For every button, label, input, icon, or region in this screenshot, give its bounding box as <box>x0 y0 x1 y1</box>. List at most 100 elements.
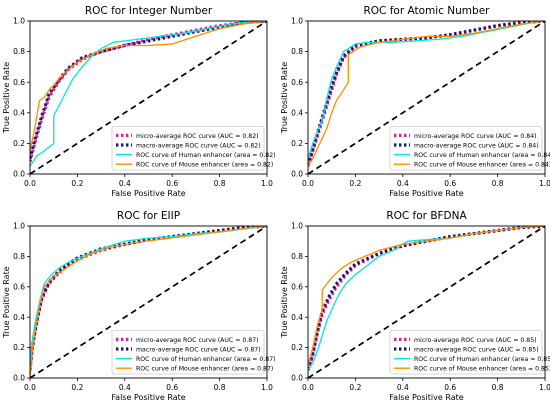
x-tick-label: 0.4 <box>397 383 409 392</box>
y-tick-label: 0.4 <box>291 108 303 117</box>
legend-label: ROC curve of Human enhancer (area = 0.87… <box>136 356 276 363</box>
roc-curve-series-2 <box>308 21 545 166</box>
y-tick-label: 1.0 <box>291 222 303 231</box>
y-tick-label: 0.4 <box>291 313 303 322</box>
x-tick-label: 0.8 <box>492 383 504 392</box>
x-tick-label: 0.8 <box>214 179 226 188</box>
legend-label: ROC curve of Human enhancer (area = 0.84… <box>414 152 550 159</box>
roc-panel-3: ROC for EIIP 0.0 0.2 0.4 0.6 0.8 1.0 0.0 0.2 0.4 0… <box>2 210 276 400</box>
roc-curve-series-2 <box>30 21 267 160</box>
x-tick-label: 0.8 <box>214 383 226 392</box>
y-tick-label: 0.8 <box>13 252 25 261</box>
legend-label: macro-average ROC curve (AUC = 0.87) <box>136 346 261 353</box>
y-tick-label: 0.2 <box>291 343 303 352</box>
y-axis-label: True Positive Rate <box>280 62 289 134</box>
chance-diagonal-line <box>30 21 267 174</box>
x-tick-label: 0.8 <box>492 179 504 188</box>
legend-box <box>111 330 265 375</box>
legend-label: ROC curve of Human enhancer (area = 0.82… <box>136 152 276 159</box>
x-tick-label: 0.6 <box>444 179 456 188</box>
roc-curve-series-3 <box>308 21 545 159</box>
y-tick-label: 1.0 <box>13 17 25 26</box>
x-tick-label: 1.0 <box>539 179 550 188</box>
legend: micro-average ROC curve (AUC = 0.82) macr… <box>111 126 276 171</box>
x-tick-label: 1.0 <box>539 383 550 392</box>
legend-box <box>389 126 543 171</box>
roc-curve-series-4 <box>308 226 545 367</box>
y-tick-label: 0.6 <box>291 78 303 87</box>
y-tick-label: 0.4 <box>13 313 25 322</box>
y-tick-label: 1.0 <box>13 222 25 231</box>
y-tick-label: 0.2 <box>291 139 303 148</box>
x-tick-label: 0.4 <box>397 179 409 188</box>
legend-label: micro-average ROC curve (AUC = 0.85) <box>414 337 537 344</box>
roc-panel-1: ROC for Integer Number 0.0 0.2 0.4 0.6 0.8 1.0… <box>2 5 276 198</box>
y-tick-label: 0.4 <box>13 108 25 117</box>
x-tick-label: 0.4 <box>119 179 131 188</box>
chance-diagonal-line <box>308 226 545 378</box>
legend-label: ROC curve of Mouse enhancer (area = 0.84… <box>414 162 550 169</box>
legend-label: ROC curve of Mouse enhancer (area = 0.82… <box>136 162 273 169</box>
roc-panel-2: ROC for Atomic Number 0.0 0.2 0.4 0.6 0.8 1.0 0… <box>280 5 550 198</box>
y-tick-label: 0.0 <box>291 170 303 179</box>
y-tick-label: 0.8 <box>291 252 303 261</box>
chart-title: ROC for Integer Number <box>85 5 213 17</box>
y-tick-label: 0.0 <box>291 374 303 383</box>
y-tick-label: 0.6 <box>13 282 25 291</box>
chance-diagonal-line <box>308 21 545 174</box>
roc-curve-series-4 <box>30 226 267 378</box>
x-tick-label: 0.2 <box>349 383 361 392</box>
x-tick-label: 0.6 <box>166 383 178 392</box>
plot-frame <box>29 20 268 175</box>
x-tick-label: 0.0 <box>302 383 314 392</box>
chart-title: ROC for Atomic Number <box>364 5 491 17</box>
x-tick-label: 0.4 <box>119 383 131 392</box>
chart-title: ROC for BFDNA <box>386 210 467 222</box>
roc-curve-series-3 <box>30 226 267 363</box>
x-tick-label: 0.6 <box>444 383 456 392</box>
y-tick-label: 0.0 <box>13 170 25 179</box>
y-tick-label: 0.8 <box>291 47 303 56</box>
y-axis-label: True Positive Rate <box>2 266 11 338</box>
x-tick-label: 0.6 <box>166 179 178 188</box>
chance-diagonal-line <box>30 226 267 378</box>
x-tick-label: 0.2 <box>71 179 83 188</box>
roc-curve-series-4 <box>30 21 267 152</box>
x-tick-label: 0.2 <box>349 179 361 188</box>
y-tick-label: 0.2 <box>13 343 25 352</box>
legend-label: macro-average ROC curve (AUC = 0.82) <box>136 142 261 149</box>
plot-frame <box>307 225 546 379</box>
legend-box <box>389 330 543 375</box>
x-axis-label: False Positive Rate <box>111 393 185 400</box>
x-tick-label: 1.0 <box>261 179 273 188</box>
plot-frame <box>307 20 546 175</box>
x-tick-label: 0.0 <box>24 179 36 188</box>
y-tick-label: 0.6 <box>13 78 25 87</box>
legend-label: macro-average ROC curve (AUC = 0.85) <box>414 346 539 353</box>
plot-frame <box>29 225 268 379</box>
x-tick-label: 0.0 <box>302 179 314 188</box>
x-tick-label: 0.0 <box>24 383 36 392</box>
legend-box <box>111 126 265 171</box>
x-tick-label: 1.0 <box>261 383 273 392</box>
y-tick-label: 0.6 <box>291 282 303 291</box>
legend: micro-average ROC curve (AUC = 0.84) macr… <box>389 126 550 171</box>
legend-label: ROC curve of Mouse enhancer (area = 0.85… <box>414 366 550 373</box>
y-tick-label: 0.2 <box>13 139 25 148</box>
y-tick-label: 0.0 <box>13 374 25 383</box>
legend-label: ROC curve of Human enhancer (area = 0.85… <box>414 356 550 363</box>
legend-label: macro-average ROC curve (AUC = 0.84) <box>414 142 539 149</box>
y-axis-label: True Positive Rate <box>280 266 289 338</box>
chart-title: ROC for EIIP <box>117 210 180 222</box>
x-axis-label: False Positive Rate <box>389 393 463 400</box>
roc-panel-4: ROC for BFDNA 0.0 0.2 0.4 0.6 0.8 1.0 0.0 0.2 0.4… <box>280 210 550 400</box>
y-tick-label: 1.0 <box>291 17 303 26</box>
roc-curve-series-2 <box>308 226 545 370</box>
legend-label: ROC curve of Mouse enhancer (area = 0.87… <box>136 366 273 373</box>
legend: micro-average ROC curve (AUC = 0.87) macr… <box>111 330 276 375</box>
legend-label: micro-average ROC curve (AUC = 0.84) <box>414 133 537 140</box>
legend-label: micro-average ROC curve (AUC = 0.82) <box>136 133 259 140</box>
y-axis-label: True Positive Rate <box>2 62 11 134</box>
y-tick-label: 0.8 <box>13 47 25 56</box>
roc-curve-series-4 <box>308 21 545 167</box>
